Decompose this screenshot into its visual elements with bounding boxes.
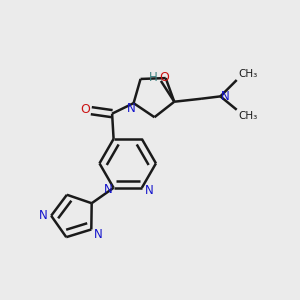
Text: H: H	[149, 70, 158, 84]
Text: O: O	[80, 103, 90, 116]
Text: N: N	[38, 209, 47, 222]
Text: CH₃: CH₃	[238, 69, 257, 79]
Text: CH₃: CH₃	[238, 111, 257, 121]
Text: N: N	[94, 228, 102, 241]
Text: N: N	[145, 184, 154, 197]
Text: N: N	[104, 183, 112, 196]
Text: O: O	[160, 70, 170, 84]
Text: N: N	[127, 102, 136, 115]
Text: N: N	[220, 90, 229, 103]
